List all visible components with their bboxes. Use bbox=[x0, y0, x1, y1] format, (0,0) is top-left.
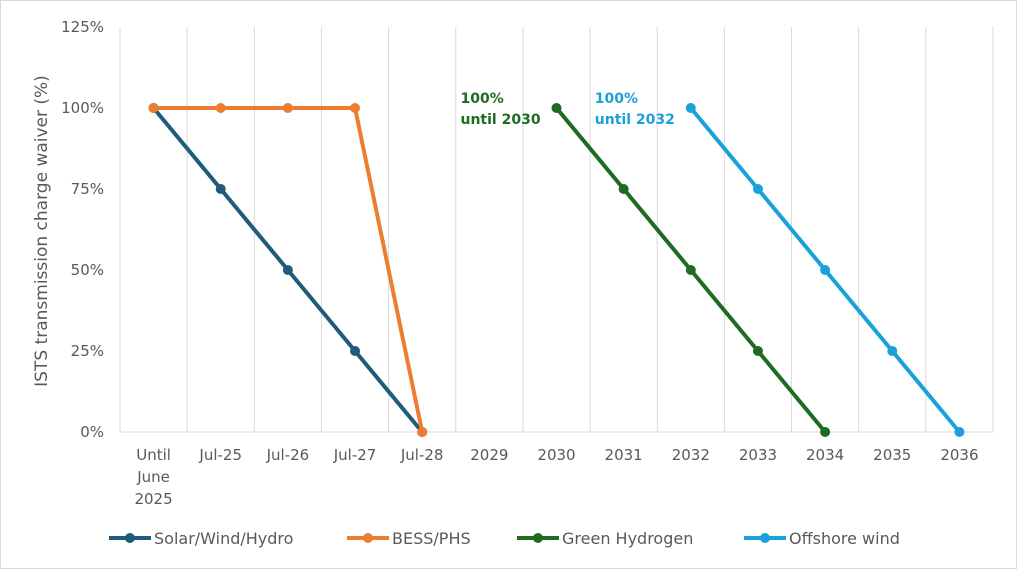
data-point-offshore-wind bbox=[887, 346, 898, 356]
legend-marker-green-hydrogen bbox=[533, 533, 543, 543]
x-tick-label: 2034 bbox=[806, 446, 844, 464]
legend: Solar/Wind/Hydro BESS/PHS Green Hydrogen Of… bbox=[109, 529, 900, 548]
x-tick-label: Jul-26 bbox=[266, 446, 310, 464]
annotation-label: 100% until 2030 bbox=[461, 91, 541, 128]
data-point-bess-phs bbox=[417, 427, 428, 437]
y-axis-label: ISTS transmission charge waiver (%) bbox=[32, 75, 52, 387]
data-point-offshore-wind bbox=[954, 427, 965, 437]
x-tick-label: 2035 bbox=[873, 446, 911, 464]
annotation-label: 100% until 2032 bbox=[595, 91, 675, 128]
x-tick-label: 2029 bbox=[470, 446, 508, 464]
legend-marker-bess-phs bbox=[363, 533, 373, 543]
data-point-solar-wind-hydro bbox=[282, 265, 293, 275]
data-point-offshore-wind bbox=[752, 184, 763, 194]
x-tick-label: Until June 2025 bbox=[134, 446, 172, 508]
data-point-green-hydrogen bbox=[820, 427, 831, 437]
data-point-bess-phs bbox=[282, 103, 293, 113]
x-axis: Until June 2025 Jul-25 Jul-26 Jul-27 Jul-28 202… bbox=[134, 446, 978, 508]
x-tick-label: Jul-28 bbox=[400, 446, 444, 464]
y-tick-label: 50% bbox=[71, 261, 104, 279]
data-point-solar-wind-hydro bbox=[350, 346, 361, 356]
data-point-offshore-wind bbox=[685, 103, 696, 113]
y-tick-label: 0% bbox=[80, 423, 104, 441]
y-tick-label: 125% bbox=[61, 18, 104, 36]
legend-label-green-hydrogen: Green Hydrogen bbox=[562, 529, 693, 548]
y-tick-label: 25% bbox=[71, 342, 104, 360]
data-point-bess-phs bbox=[215, 103, 226, 113]
x-tick-label: 2032 bbox=[672, 446, 710, 464]
x-tick-label: Jul-27 bbox=[333, 446, 377, 464]
series-lines bbox=[148, 103, 965, 437]
data-point-green-hydrogen bbox=[685, 265, 696, 275]
y-axis: 0% 25% 50% 75% 100% 125% bbox=[61, 18, 104, 441]
x-tick-label: 2036 bbox=[940, 446, 978, 464]
data-point-offshore-wind bbox=[820, 265, 831, 275]
data-point-green-hydrogen bbox=[752, 346, 763, 356]
x-tick-label: 2030 bbox=[537, 446, 575, 464]
y-tick-label: 75% bbox=[71, 180, 104, 198]
legend-label-bess-phs: BESS/PHS bbox=[392, 529, 471, 548]
annotations: 100% until 2030 100% until 2032 bbox=[461, 91, 675, 128]
y-tick-label: 100% bbox=[61, 99, 104, 117]
data-point-bess-phs bbox=[350, 103, 361, 113]
x-tick-label: 2033 bbox=[739, 446, 777, 464]
legend-label-offshore-wind: Offshore wind bbox=[789, 529, 900, 548]
x-tick-label: 2031 bbox=[605, 446, 643, 464]
data-point-green-hydrogen bbox=[551, 103, 562, 113]
data-point-bess-phs bbox=[148, 103, 159, 113]
gridlines bbox=[119, 27, 994, 433]
x-tick-label: Jul-25 bbox=[198, 446, 242, 464]
legend-label-solar-wind-hydro: Solar/Wind/Hydro bbox=[154, 529, 293, 548]
data-point-solar-wind-hydro bbox=[215, 184, 226, 194]
data-point-green-hydrogen bbox=[618, 184, 629, 194]
legend-marker-offshore-wind bbox=[760, 533, 770, 543]
legend-marker-solar-wind-hydro bbox=[125, 533, 135, 543]
